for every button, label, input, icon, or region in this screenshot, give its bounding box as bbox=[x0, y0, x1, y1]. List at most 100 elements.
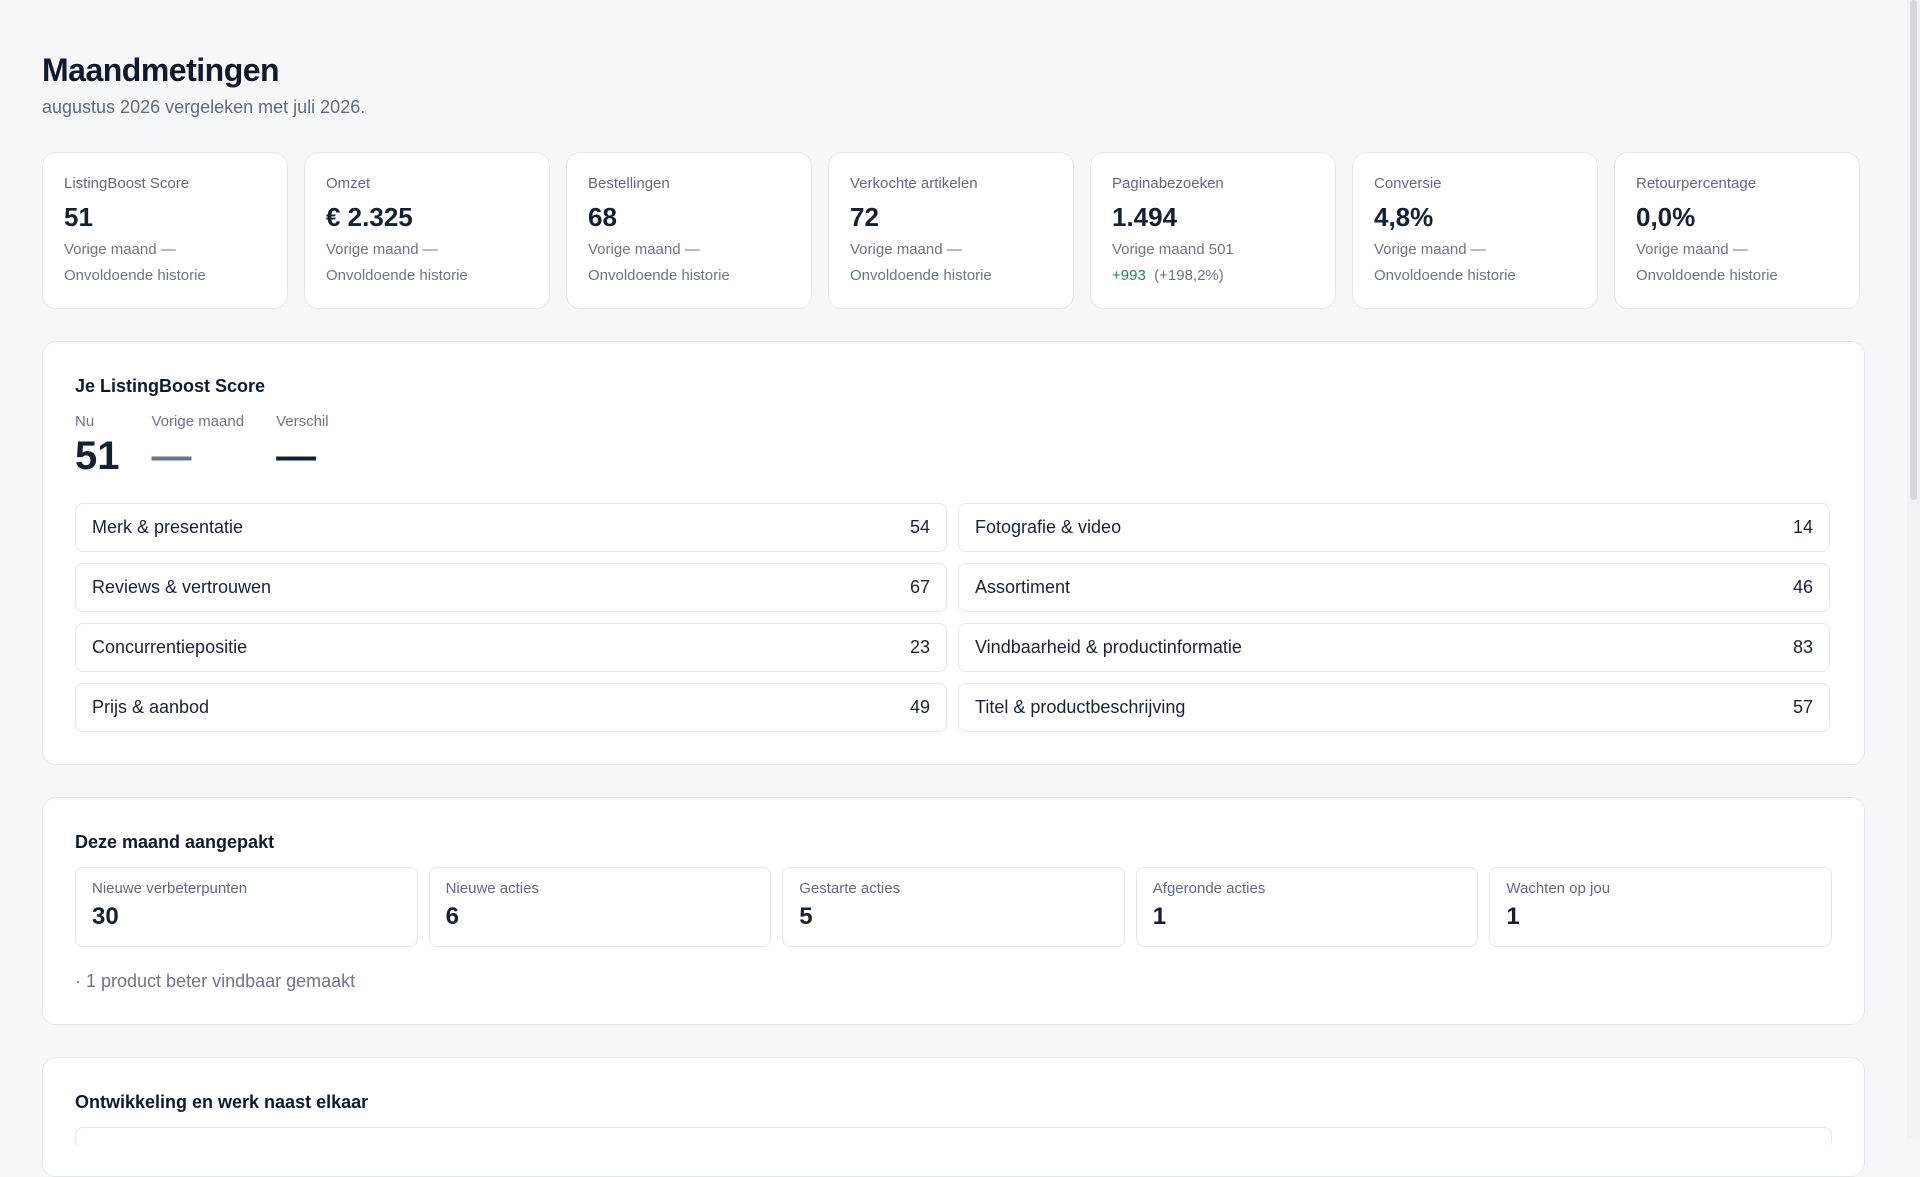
kpi-value: 68 bbox=[588, 202, 617, 232]
kpi-card-score: ListingBoost Score 51 Vorige maand — Onv… bbox=[42, 152, 288, 309]
kpi-value: 0,0% bbox=[1636, 202, 1696, 232]
stat-tile: Nieuwe verbeterpunten 30 bbox=[75, 867, 418, 947]
category-name: Concurrentiepositie bbox=[92, 637, 248, 657]
category-name: Assortiment bbox=[975, 577, 1071, 597]
category-row: Titel & productbeschrijving 57 bbox=[958, 683, 1830, 732]
category-name: Reviews & vertrouwen bbox=[92, 577, 272, 597]
category-score: 67 bbox=[909, 577, 930, 597]
kpi-card-paginabezoeken: Paginabezoeken 1.494 Vorige maand 501 +9… bbox=[1090, 152, 1336, 309]
development-card: Ontwikkeling en werk naast elkaar bbox=[42, 1057, 1865, 1177]
kpi-history: Onvoldoende historie bbox=[326, 267, 468, 284]
category-score: 49 bbox=[909, 697, 930, 717]
category-name: Vindbaarheid & productinformatie bbox=[975, 637, 1242, 657]
kpi-previous: Vorige maand — bbox=[1374, 241, 1486, 258]
stat-label: Nieuwe verbeterpunten bbox=[92, 880, 248, 897]
month-card: Deze maand aangepakt Nieuwe verbeterpunt… bbox=[42, 797, 1865, 1025]
kpi-value: 72 bbox=[850, 202, 879, 232]
score-difference-label: Verschil bbox=[276, 413, 329, 430]
kpi-label: Paginabezoeken bbox=[1112, 175, 1224, 192]
category-row: Vindbaarheid & productinformatie 83 bbox=[958, 623, 1830, 672]
scrollbar-thumb[interactable] bbox=[1910, 0, 1917, 500]
kpi-history: Onvoldoende historie bbox=[588, 267, 730, 284]
category-name: Prijs & aanbod bbox=[92, 697, 210, 717]
stat-value: 1 bbox=[1506, 903, 1520, 930]
stat-label: Nieuwe acties bbox=[445, 880, 539, 897]
kpi-label: Retourpercentage bbox=[1636, 175, 1757, 192]
score-difference-value: — bbox=[276, 434, 317, 478]
kpi-previous: Vorige maand — bbox=[850, 241, 962, 258]
score-now-label: Nu bbox=[75, 413, 95, 430]
stat-label: Afgeronde acties bbox=[1152, 880, 1266, 897]
score-difference: Verschil — bbox=[276, 413, 329, 479]
stat-label: Gestarte acties bbox=[799, 880, 901, 897]
kpi-history: Onvoldoende historie bbox=[850, 267, 992, 284]
category-score: 83 bbox=[1792, 637, 1813, 657]
score-summary: Nu 51 Vorige maand — Verschil — bbox=[75, 413, 1832, 479]
month-stats: Nieuwe verbeterpunten 30 Nieuwe acties 6 G… bbox=[75, 867, 1832, 947]
development-content bbox=[75, 1127, 1832, 1148]
kpi-label: Verkochte artikelen bbox=[850, 175, 978, 192]
month-note: · 1 product beter vindbaar gemaakt bbox=[75, 971, 356, 991]
kpi-card-verkochte-artikelen: Verkochte artikelen 72 Vorige maand — On… bbox=[828, 152, 1074, 309]
stat-tile: Gestarte acties 5 bbox=[782, 867, 1125, 947]
stat-tile: Nieuwe acties 6 bbox=[428, 867, 772, 947]
kpi-change-row: +993 (+198,2%) bbox=[1112, 267, 1315, 284]
score-previous-label: Vorige maand bbox=[151, 413, 245, 430]
stat-tile: Afgeronde acties 1 bbox=[1135, 867, 1479, 947]
kpi-card-conversie: Conversie 4,8% Vorige maand — Onvoldoend… bbox=[1352, 152, 1598, 309]
kpi-row: ListingBoost Score 51 Vorige maand — Onv… bbox=[42, 152, 1865, 309]
kpi-label: ListingBoost Score bbox=[64, 175, 190, 192]
kpi-value: 1.494 bbox=[1112, 202, 1178, 232]
category-row: Prijs & aanbod 49 bbox=[75, 683, 947, 732]
kpi-value: 51 bbox=[64, 202, 93, 232]
kpi-card-bestellingen: Bestellingen 68 Vorige maand — Onvoldoen… bbox=[566, 152, 812, 309]
score-card-title: Je ListingBoost Score bbox=[75, 376, 266, 396]
stat-value: 30 bbox=[92, 903, 119, 930]
category-score: 23 bbox=[909, 637, 930, 657]
score-now-value: 51 bbox=[75, 434, 120, 478]
kpi-change-percent: (+198,2%) bbox=[1154, 267, 1224, 284]
kpi-history: Onvoldoende historie bbox=[1636, 267, 1778, 284]
page-scrollbar[interactable] bbox=[1907, 0, 1920, 1139]
kpi-card-omzet: Omzet € 2.325 Vorige maand — Onvoldoende… bbox=[304, 152, 550, 309]
score-categories: Merk & presentatie 54 Fotografie & video 1… bbox=[75, 503, 1832, 732]
category-row: Fotografie & video 14 bbox=[958, 503, 1830, 552]
score-card: Je ListingBoost Score Nu 51 Vorige maand… bbox=[42, 341, 1865, 765]
page-title: Maandmetingen bbox=[42, 52, 280, 88]
category-row: Merk & presentatie 54 bbox=[75, 503, 947, 552]
category-row: Assortiment 46 bbox=[958, 563, 1830, 612]
category-row: Concurrentiepositie 23 bbox=[75, 623, 947, 672]
kpi-previous: Vorige maand — bbox=[1636, 241, 1748, 258]
kpi-history: Onvoldoende historie bbox=[1374, 267, 1516, 284]
page-subtitle: augustus 2026 vergeleken met juli 2026. bbox=[42, 97, 366, 117]
category-score: 46 bbox=[1792, 577, 1813, 597]
kpi-previous: Vorige maand — bbox=[326, 241, 438, 258]
category-name: Titel & productbeschrijving bbox=[975, 697, 1186, 717]
kpi-value: € 2.325 bbox=[326, 202, 413, 232]
score-now: Nu 51 bbox=[75, 413, 120, 479]
development-card-title: Ontwikkeling en werk naast elkaar bbox=[75, 1092, 369, 1112]
kpi-previous: Vorige maand 501 bbox=[1112, 241, 1234, 258]
stat-value: 1 bbox=[1152, 903, 1167, 930]
stat-value: 5 bbox=[799, 903, 813, 930]
kpi-label: Conversie bbox=[1374, 175, 1442, 192]
kpi-label: Bestellingen bbox=[588, 175, 670, 192]
kpi-card-retourpercentage: Retourpercentage 0,0% Vorige maand — Onv… bbox=[1614, 152, 1860, 309]
category-name: Fotografie & video bbox=[975, 517, 1122, 537]
category-row: Reviews & vertrouwen 67 bbox=[75, 563, 947, 612]
category-score: 14 bbox=[1792, 517, 1813, 537]
kpi-history: Onvoldoende historie bbox=[64, 267, 206, 284]
category-score: 54 bbox=[909, 517, 930, 537]
kpi-value: 4,8% bbox=[1374, 202, 1434, 232]
month-card-title: Deze maand aangepakt bbox=[75, 832, 275, 852]
kpi-change: +993 bbox=[1112, 267, 1146, 284]
score-previous: Vorige maand — bbox=[152, 413, 245, 479]
stat-label: Wachten op jou bbox=[1506, 880, 1611, 897]
kpi-label: Omzet bbox=[326, 175, 371, 192]
kpi-previous: Vorige maand — bbox=[64, 241, 176, 258]
stat-tile: Wachten op jou 1 bbox=[1489, 867, 1832, 947]
category-name: Merk & presentatie bbox=[92, 517, 244, 537]
category-score: 57 bbox=[1792, 697, 1813, 717]
score-previous-value: — bbox=[151, 434, 192, 478]
kpi-previous: Vorige maand — bbox=[588, 241, 700, 258]
